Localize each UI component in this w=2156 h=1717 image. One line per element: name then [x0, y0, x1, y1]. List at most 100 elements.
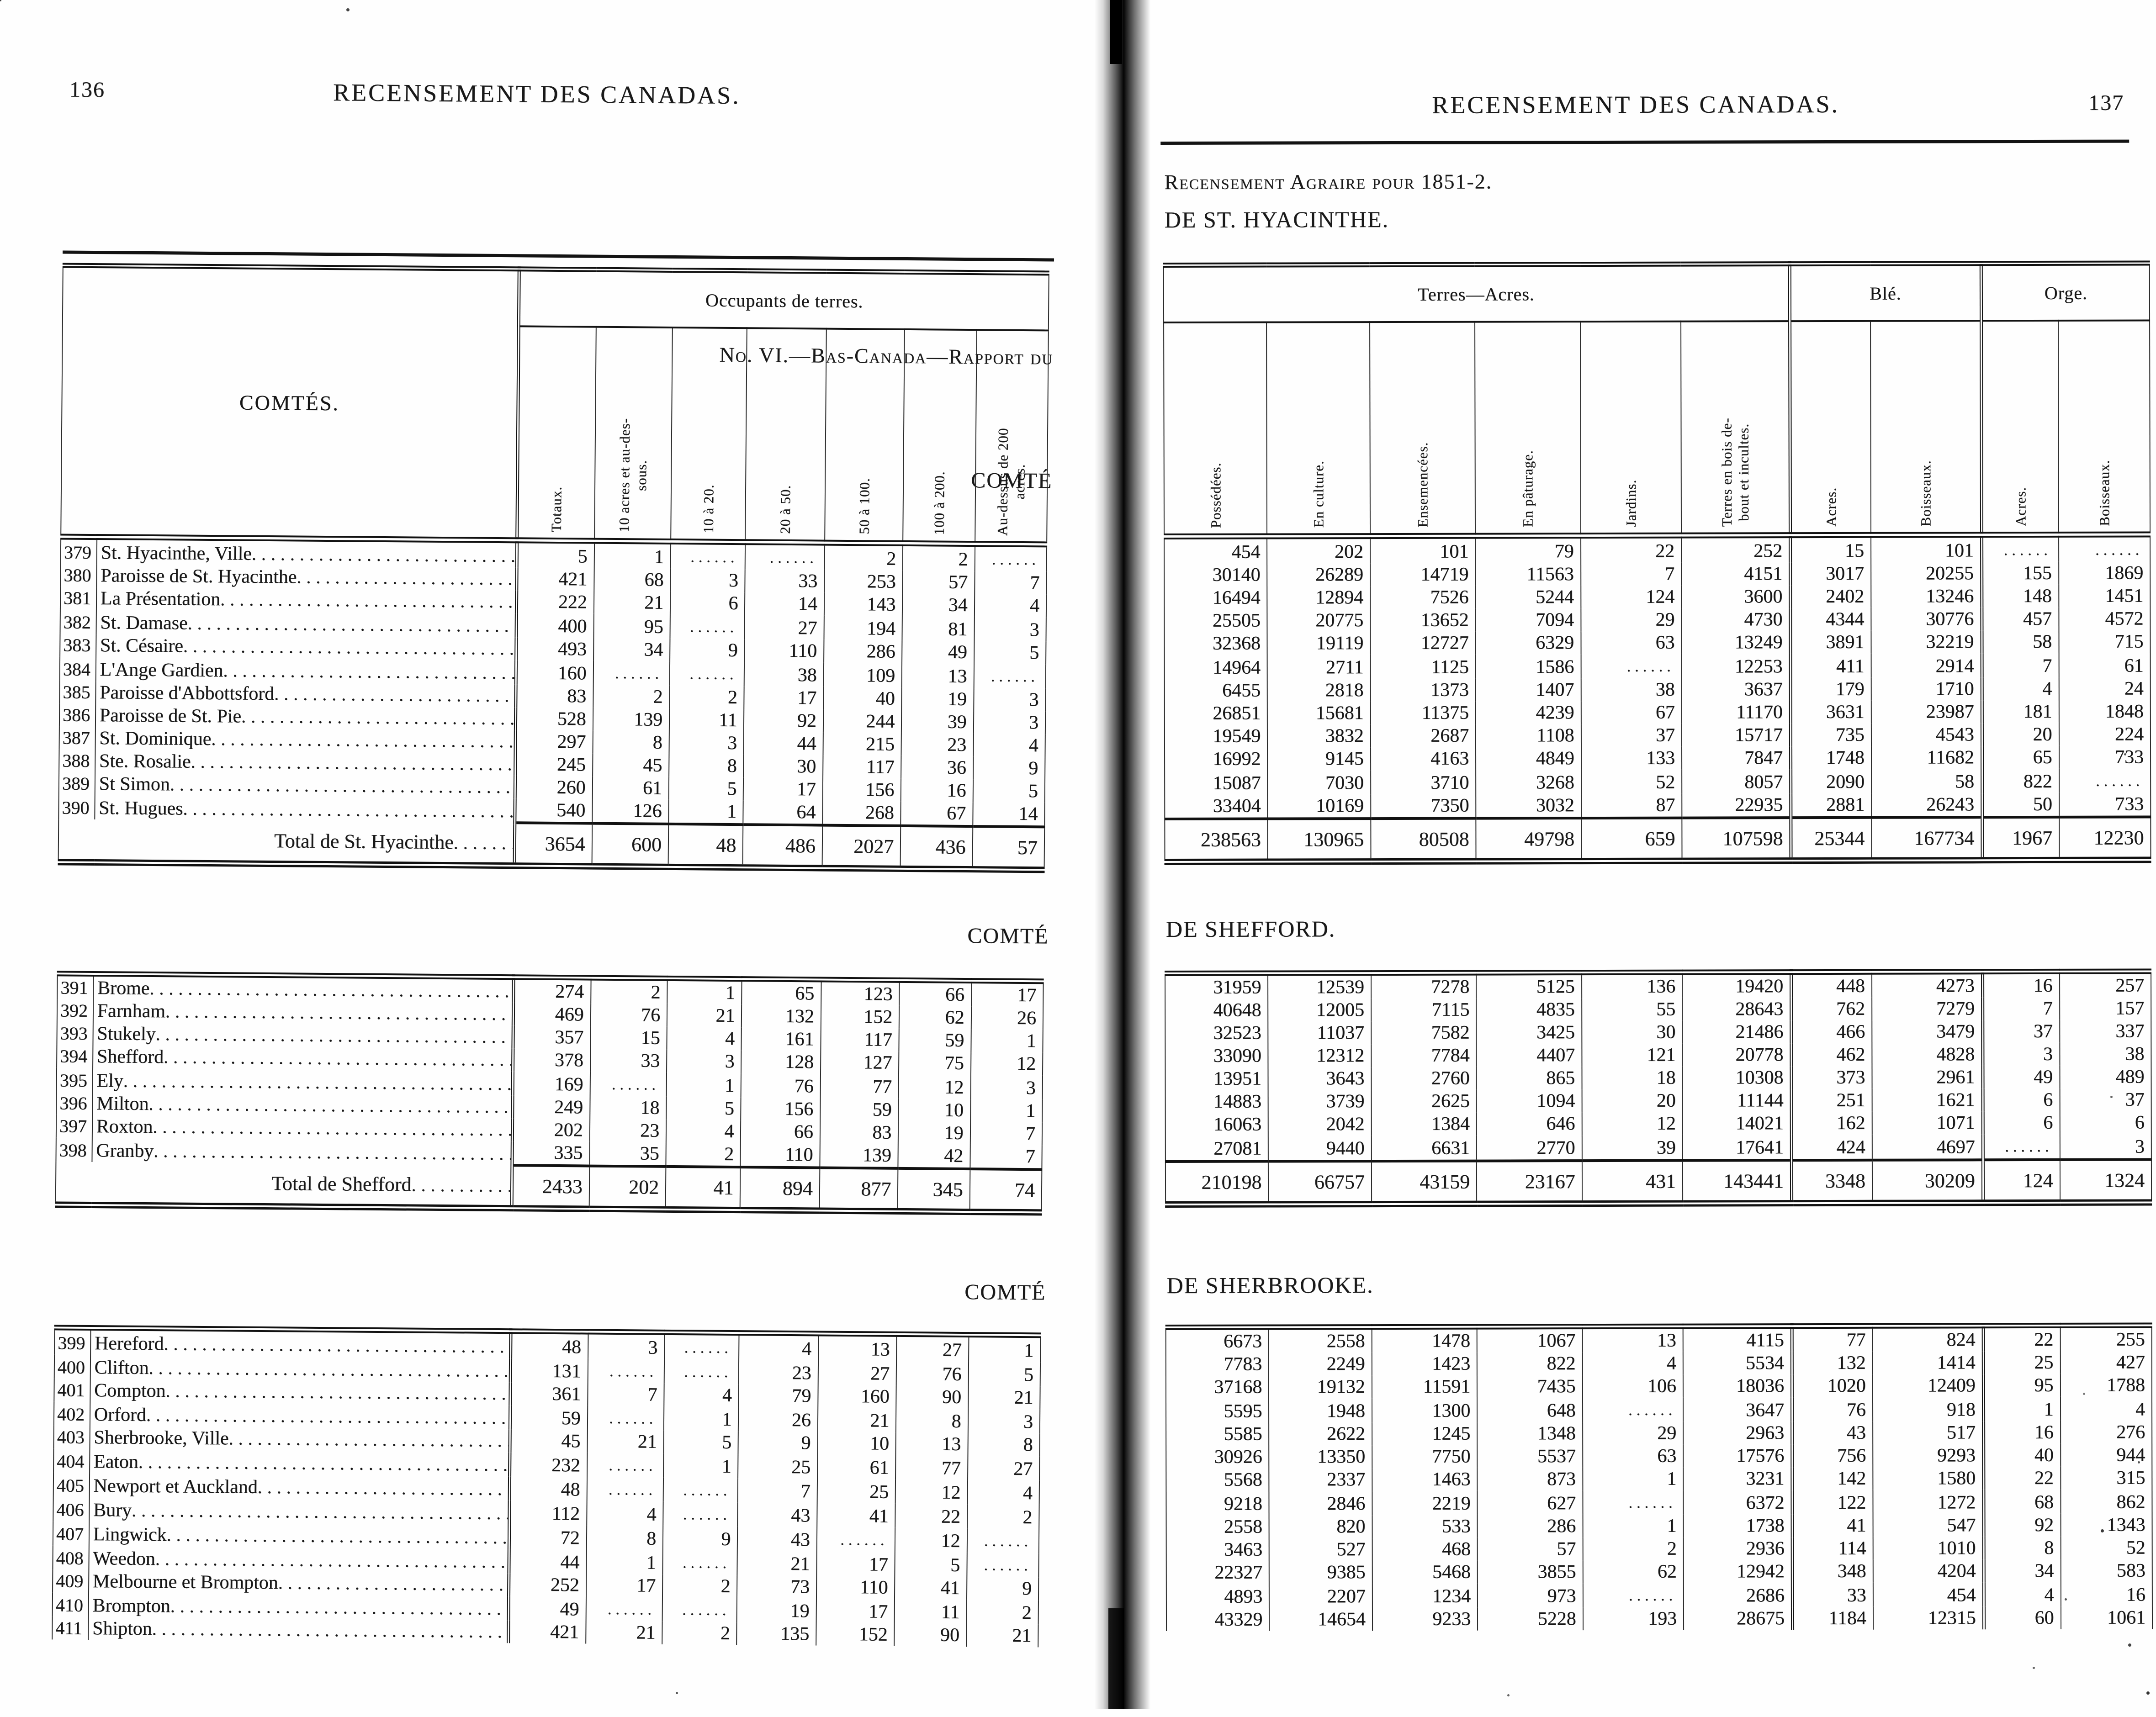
row-label: Granby — [96, 1140, 154, 1162]
table-row: 7783 2249 1423 822 4 5534 132 1414 25 427 — [1165, 1351, 2152, 1376]
cell-value: 547 — [1873, 1514, 1984, 1537]
cell-row-number: 403 — [53, 1426, 90, 1449]
cell-value: 1343 — [2061, 1513, 2152, 1537]
cell-value: 4115 — [1683, 1326, 1792, 1352]
cell-value: 4344 — [1790, 608, 1871, 631]
cell-value: 11 — [669, 708, 744, 732]
cell-value: 52 — [1581, 769, 1682, 794]
leader-dots — [411, 1173, 510, 1197]
cell-value: 155 — [1981, 561, 2059, 585]
cell-value: 57 — [1477, 1537, 1583, 1561]
cell-value: 268 — [822, 801, 901, 826]
cell-value: 1788 — [2060, 1374, 2152, 1397]
cell-value: 357 — [513, 1025, 591, 1049]
cell-value: 16494 — [1164, 586, 1267, 610]
cell-value: 4273 — [1871, 972, 1983, 998]
cell-value: 60 — [1984, 1606, 2061, 1630]
cell-value: 52 — [2061, 1536, 2152, 1559]
cell-value: 76 — [741, 1073, 821, 1098]
cell-value: 5534 — [1683, 1352, 1792, 1375]
cell-row-number: 387 — [59, 726, 95, 750]
cell-value: 95 — [1983, 1374, 2061, 1397]
cell-value: 1 — [586, 1549, 663, 1574]
cell-value: 5595 — [1165, 1398, 1269, 1423]
column-header-terres-en-bois: Terres en bois de- bout et incultes. — [1681, 321, 1790, 536]
cell-value: 11 — [894, 1599, 967, 1624]
cell-value: 9 — [738, 1431, 818, 1455]
cell-value: 76 — [896, 1361, 969, 1386]
cell-name: Weedon — [89, 1545, 509, 1574]
cell-value: 6631 — [1371, 1135, 1477, 1162]
row-label: Clifton — [94, 1357, 149, 1379]
leader-dots — [278, 1571, 508, 1596]
cell-value — [670, 541, 746, 570]
cell-value: 27 — [818, 1360, 897, 1385]
cell-value: 61 — [2059, 653, 2151, 677]
cell-value: 83 — [515, 684, 593, 708]
cell-value: 489 — [2060, 1065, 2151, 1088]
cell-value: 33404 — [1165, 794, 1268, 819]
cell-value: 7 — [974, 571, 1047, 595]
cell-value: 973 — [1478, 1583, 1583, 1608]
cell-value: 274 — [513, 977, 591, 1004]
cell-value: 16 — [2061, 1582, 2152, 1606]
row-label: Bury — [93, 1500, 132, 1521]
leader-dots — [170, 773, 514, 798]
header-rule-left — [63, 250, 1054, 262]
cell-value: 15 — [590, 1026, 667, 1050]
cell-value: 715 — [2059, 630, 2151, 653]
cell-value: 735 — [1790, 723, 1871, 747]
cell-value: 454 — [1164, 536, 1267, 564]
cell-value: 3 — [968, 1409, 1040, 1434]
cell-value: 1125 — [1370, 654, 1476, 679]
cell-value: 21 — [587, 1430, 664, 1453]
cell-value: 4 — [664, 1383, 739, 1407]
cell-name: Hereford — [90, 1328, 511, 1358]
cell-value — [593, 660, 670, 686]
cell-value — [587, 1477, 664, 1502]
cell-value: 25505 — [1164, 609, 1267, 633]
cell-value: 117 — [821, 1028, 900, 1051]
cell-row-number: 390 — [58, 795, 95, 820]
cell-value: 3 — [2060, 1134, 2151, 1160]
group-header-terres-acres: Terres—Acres. — [1163, 264, 1790, 323]
cell-row-number: 383 — [60, 634, 96, 657]
leader-dots — [241, 705, 514, 730]
cell-value: 7 — [970, 1122, 1043, 1146]
cell-value: 9 — [966, 1577, 1039, 1601]
cell-value: 4697 — [1872, 1134, 1983, 1160]
cell-value: 7094 — [1475, 608, 1581, 632]
cell-value: 122 — [1792, 1490, 1873, 1515]
cell-value: 4849 — [1476, 747, 1581, 770]
cell-value: 2881 — [1790, 793, 1872, 818]
cell-value: 7 — [1580, 562, 1682, 586]
cell-value: 3017 — [1790, 562, 1871, 586]
cell-name: Ste. Rosalie — [95, 750, 515, 776]
cell-value: 18 — [589, 1096, 667, 1120]
cell-value: 4 — [667, 1026, 742, 1051]
cell-total-value: 25344 — [1790, 817, 1872, 861]
cell-value: 2 — [1583, 1537, 1684, 1561]
cell-value: 3637 — [1681, 678, 1791, 701]
cell-name: Newport et Auckland — [89, 1473, 510, 1501]
cell-value: 10169 — [1267, 794, 1371, 819]
cell-value: 245 — [515, 753, 593, 777]
cell-value: 40 — [1983, 1443, 2061, 1467]
cell-value: 3 — [588, 1331, 665, 1359]
cell-value: 13652 — [1370, 608, 1476, 632]
cell-value: 3 — [670, 568, 746, 592]
cell-value: 276 — [2060, 1421, 2152, 1444]
table-row: 40648 12005 7115 4835 55 28643 762 7279 7 157 — [1165, 997, 2151, 1022]
cell-value: 251 — [1791, 1088, 1872, 1112]
table-row: 32368 19119 12727 6329 63 13249 3891 32219 58 715 — [1164, 630, 2151, 655]
leader-dots — [297, 566, 515, 591]
cell-value: 20255 — [1870, 562, 1982, 585]
cell-value: 5568 — [1166, 1468, 1269, 1492]
cell-value: 33090 — [1165, 1044, 1268, 1068]
cell-value — [816, 1527, 895, 1552]
cell-value: 2 — [902, 543, 975, 571]
cell-value: 2558 — [1166, 1515, 1270, 1539]
row-label: Lingwick — [93, 1524, 167, 1546]
cell-value — [664, 1332, 739, 1360]
column-header-10-20: 10 à 20. — [671, 327, 747, 542]
